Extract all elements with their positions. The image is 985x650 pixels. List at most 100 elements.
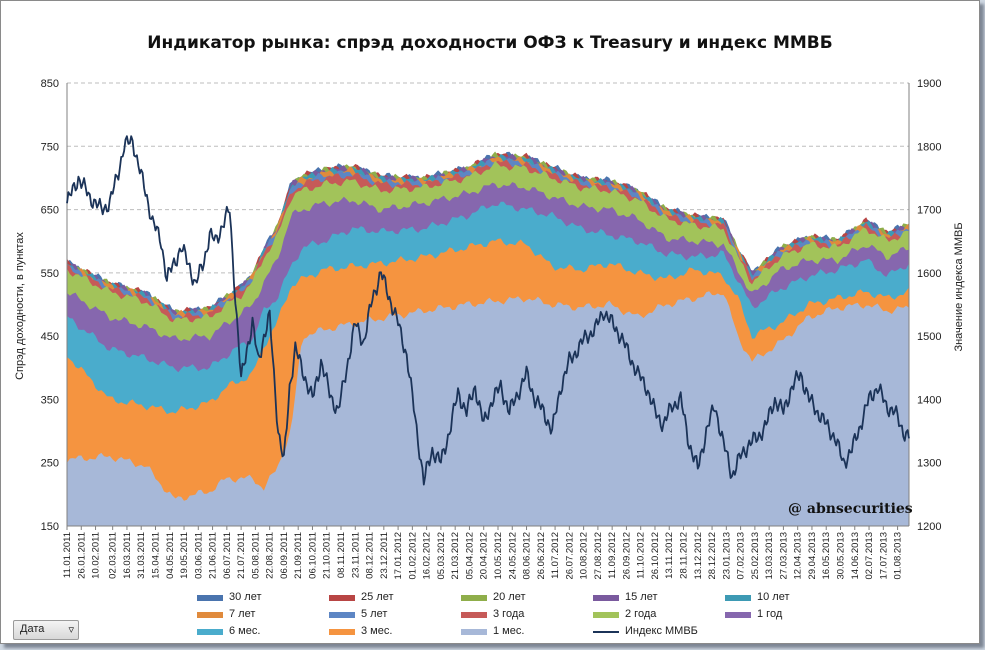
- x-tick-label: 01.08.2013: [893, 532, 904, 580]
- right-axis-ticks: 1200 1300 1400 1500 1600 1700 1800 1900: [917, 78, 941, 533]
- x-axis-ticks: 11.01.2011 26.01.2011 10.02.2011 02.03.2011…: [62, 526, 904, 580]
- x-tick-label: 11.01.2011: [62, 532, 73, 578]
- x-tick-label: 21.07.2011: [236, 532, 247, 579]
- right-tick-label: 1900: [917, 78, 941, 90]
- right-tick-label: 1800: [917, 141, 941, 153]
- x-tick-label: 03.06.2011: [193, 532, 204, 579]
- legend-swatch: [461, 612, 487, 618]
- legend-swatch: [593, 631, 619, 633]
- x-tick-label: 28.12.2012: [707, 532, 718, 580]
- legend-label: 15 лет: [625, 591, 658, 603]
- x-tick-label: 30.05.2013: [835, 532, 846, 580]
- x-tick-label: 10.05.2012: [493, 532, 504, 580]
- legend-swatch: [329, 612, 355, 618]
- legend-label: 20 лет: [493, 591, 526, 603]
- index-line: [66, 135, 910, 486]
- x-tick-label: 05.04.2012: [464, 532, 475, 580]
- legend-swatch: [197, 612, 223, 618]
- legend-swatch: [197, 629, 223, 635]
- x-tick-label: 02.03.2011: [108, 532, 119, 579]
- legend-swatch: [593, 595, 619, 601]
- x-tick-label: 21.09.2011: [293, 532, 304, 579]
- legend-label: 3 мес.: [361, 625, 393, 637]
- x-tick-label: 10.08.2012: [579, 532, 590, 580]
- x-tick-label: 08.06.2012: [522, 532, 533, 580]
- legend-label: 25 лет: [361, 591, 394, 603]
- filter-icon: ▿: [68, 624, 74, 636]
- x-tick-label: 14.06.2013: [850, 532, 861, 580]
- legend-swatch: [593, 612, 619, 618]
- x-tick-label: 12.04.2013: [793, 532, 804, 580]
- left-tick-label: 550: [41, 268, 59, 280]
- x-tick-label: 21.03.2012: [450, 532, 461, 580]
- x-tick-label: 04.05.2011: [165, 532, 176, 579]
- legend-label: 6 мес.: [229, 625, 261, 637]
- index-line-group: [66, 135, 910, 486]
- legend-label: 5 лет: [361, 608, 388, 620]
- x-tick-label: 31.03.2011: [136, 532, 147, 579]
- legend-label: 3 года: [493, 608, 525, 620]
- legend-label: 7 лет: [229, 608, 256, 620]
- x-tick-label: 17.07.2013: [878, 532, 889, 580]
- y-axis-label-right: Значение индекса ММВБ: [953, 222, 965, 351]
- x-tick-label: 05.08.2011: [250, 532, 261, 579]
- left-axis-ticks: 150 250 350 450 550 650 750 850: [41, 78, 59, 533]
- x-tick-label: 20.04.2012: [479, 532, 490, 580]
- x-tick-label: 05.03.2012: [436, 532, 447, 580]
- legend-label: 2 года: [625, 608, 657, 620]
- date-filter-button[interactable]: Дата ▿: [13, 620, 79, 640]
- x-tick-label: 26.07.2012: [564, 532, 575, 580]
- chart-title: Индикатор рынка: спрэд доходности ОФЗ к …: [147, 33, 833, 53]
- legend-swatch: [461, 595, 487, 601]
- x-tick-label: 11.09.2012: [607, 532, 618, 579]
- x-tick-label: 16.02.2012: [422, 532, 433, 580]
- right-tick-label: 1200: [917, 521, 941, 533]
- x-tick-label: 21.10.2011: [322, 532, 333, 579]
- x-tick-label: 15.04.2011: [150, 532, 161, 579]
- x-tick-label: 07.02.2013: [736, 532, 747, 580]
- x-tick-label: 28.11.2012: [679, 532, 690, 579]
- legend-swatch: [329, 629, 355, 635]
- x-tick-label: 02.07.2013: [864, 532, 875, 580]
- x-tick-label: 23.12.2011: [379, 532, 390, 579]
- right-tick-label: 1400: [917, 394, 941, 406]
- x-tick-label: 26.06.2012: [536, 532, 547, 580]
- y-axis-label-left: Спрэд доходности, в пунктах: [14, 232, 26, 380]
- x-tick-label: 10.02.2011: [91, 532, 102, 579]
- left-tick-label: 850: [41, 78, 59, 90]
- x-tick-label: 16.05.2013: [821, 532, 832, 580]
- left-tick-label: 750: [41, 141, 59, 153]
- x-tick-label: 23.11.2011: [350, 532, 361, 578]
- x-tick-label: 19.05.2011: [179, 532, 190, 579]
- x-tick-label: 01.02.2012: [407, 532, 418, 580]
- x-tick-label: 16.03.2011: [122, 532, 133, 579]
- x-tick-label: 23.01.2013: [721, 532, 732, 580]
- x-tick-label: 24.05.2012: [507, 532, 518, 580]
- x-tick-label: 08.11.2011: [336, 532, 347, 578]
- x-tick-label: 08.12.2011: [365, 532, 376, 579]
- legend-swatch: [725, 612, 751, 618]
- x-tick-label: 17.01.2012: [393, 532, 404, 580]
- legend-swatch: [197, 595, 223, 601]
- date-filter-label: Дата: [20, 623, 45, 635]
- x-tick-label: 27.08.2012: [593, 532, 604, 580]
- x-tick-label: 06.09.2011: [279, 532, 290, 579]
- x-tick-label: 13.03.2013: [764, 532, 775, 580]
- legend-swatch: [725, 595, 751, 601]
- legend-swatch: [461, 629, 487, 635]
- legend-swatch: [329, 595, 355, 601]
- left-tick-label: 650: [41, 205, 59, 217]
- x-tick-label: 22.08.2011: [265, 532, 276, 579]
- legend-label: 30 лет: [229, 591, 262, 603]
- x-tick-label: 27.03.2013: [778, 532, 789, 580]
- right-tick-label: 1300: [917, 458, 941, 470]
- legend-label: 1 год: [757, 608, 783, 620]
- x-tick-label: 06.10.2011: [307, 532, 318, 579]
- x-tick-label: 26.09.2012: [621, 532, 632, 580]
- x-tick-label: 25.02.2013: [750, 532, 761, 580]
- x-tick-label: 06.07.2011: [222, 532, 233, 579]
- x-tick-label: 21.06.2011: [208, 532, 219, 579]
- left-tick-label: 250: [41, 458, 59, 470]
- legend-label: 1 мес.: [493, 625, 525, 637]
